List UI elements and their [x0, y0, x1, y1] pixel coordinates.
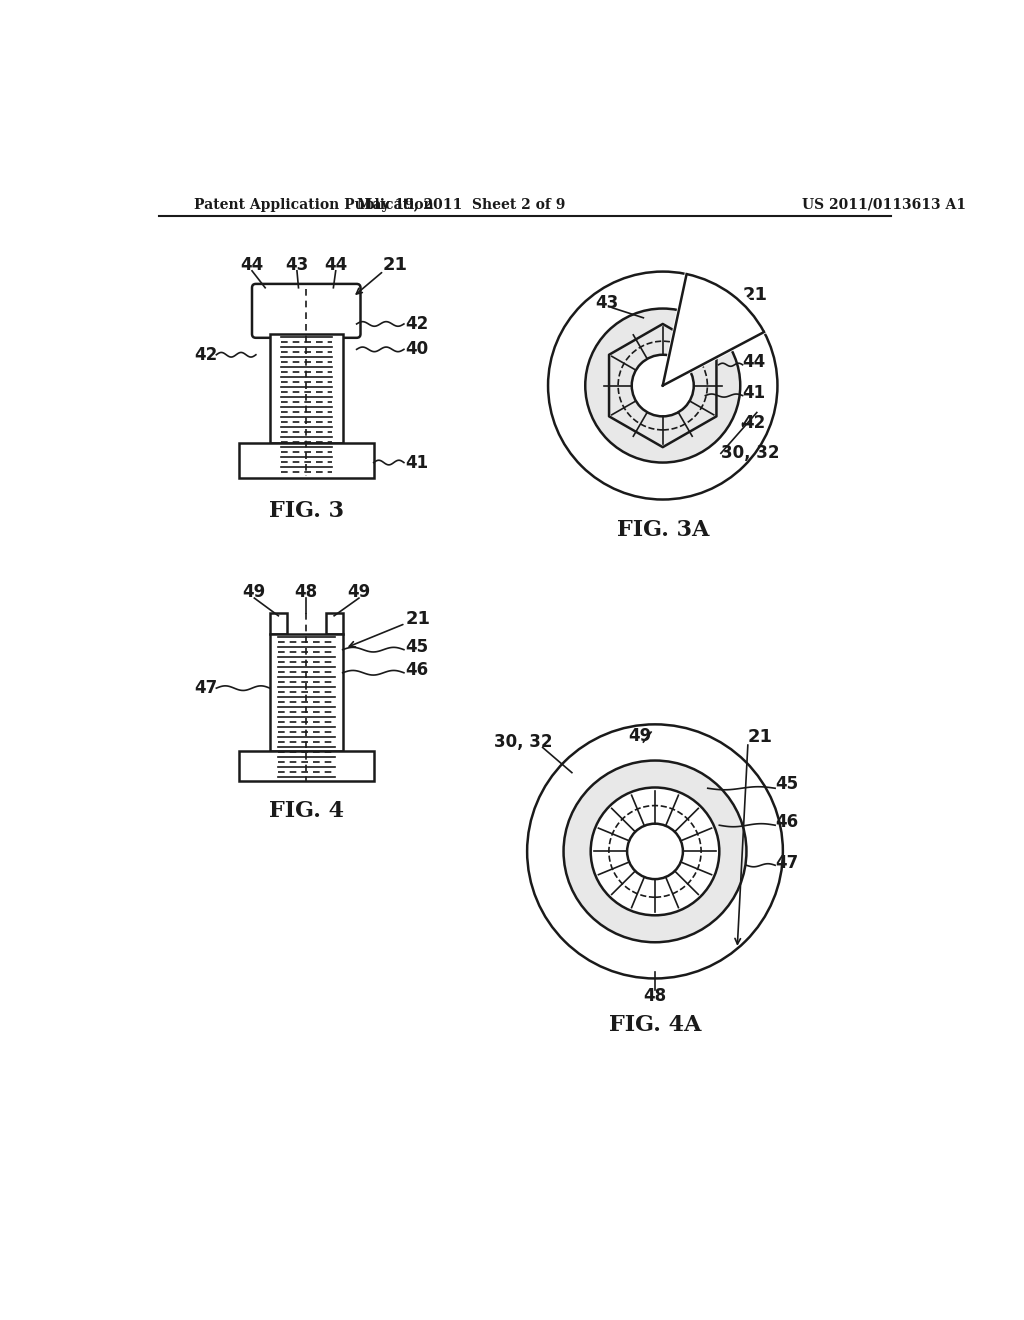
- Text: 42: 42: [406, 315, 429, 333]
- Bar: [326, 612, 343, 635]
- Circle shape: [627, 824, 683, 879]
- Text: 45: 45: [406, 639, 429, 656]
- Text: 46: 46: [775, 813, 799, 832]
- Text: 47: 47: [194, 680, 217, 697]
- Text: 40: 40: [406, 341, 429, 358]
- Text: 42: 42: [742, 413, 766, 432]
- Bar: [239, 751, 374, 780]
- Text: 48: 48: [643, 987, 667, 1005]
- Text: 30, 32: 30, 32: [494, 733, 553, 751]
- Circle shape: [632, 355, 693, 416]
- Circle shape: [591, 788, 719, 915]
- Circle shape: [548, 272, 777, 499]
- Text: 44: 44: [742, 354, 766, 371]
- Text: 44: 44: [241, 256, 263, 273]
- Bar: [270, 334, 343, 444]
- Text: 46: 46: [406, 661, 429, 680]
- Text: FIG. 4A: FIG. 4A: [609, 1014, 701, 1036]
- Text: 43: 43: [595, 294, 618, 312]
- Text: 43: 43: [286, 256, 308, 273]
- Text: FIG. 3: FIG. 3: [268, 500, 344, 523]
- Circle shape: [563, 760, 746, 942]
- Text: FIG. 4: FIG. 4: [268, 800, 344, 822]
- Text: Patent Application Publication: Patent Application Publication: [194, 198, 433, 211]
- Wedge shape: [663, 268, 769, 385]
- Text: FIG. 3A: FIG. 3A: [616, 519, 709, 541]
- Text: 41: 41: [406, 454, 429, 471]
- Text: 21: 21: [742, 286, 768, 305]
- Circle shape: [586, 309, 740, 462]
- Text: May 19, 2011  Sheet 2 of 9: May 19, 2011 Sheet 2 of 9: [357, 198, 565, 211]
- FancyBboxPatch shape: [252, 284, 360, 338]
- Circle shape: [527, 725, 783, 978]
- Text: 30, 32: 30, 32: [721, 445, 779, 462]
- Text: 45: 45: [775, 775, 799, 792]
- Text: 21: 21: [406, 610, 430, 628]
- Text: 49: 49: [347, 583, 371, 601]
- Bar: [270, 612, 287, 635]
- Text: 49: 49: [243, 583, 266, 601]
- Text: 21: 21: [748, 729, 773, 746]
- Bar: [270, 635, 343, 751]
- Text: 42: 42: [194, 346, 217, 364]
- Text: 40: 40: [742, 321, 766, 338]
- Text: 44: 44: [324, 256, 347, 273]
- Text: 48: 48: [295, 583, 317, 601]
- Text: 21: 21: [382, 256, 408, 273]
- Text: 49: 49: [628, 727, 651, 744]
- Text: 47: 47: [775, 854, 799, 873]
- Bar: [239, 444, 374, 478]
- Text: 41: 41: [742, 384, 766, 403]
- Text: US 2011/0113613 A1: US 2011/0113613 A1: [802, 198, 967, 211]
